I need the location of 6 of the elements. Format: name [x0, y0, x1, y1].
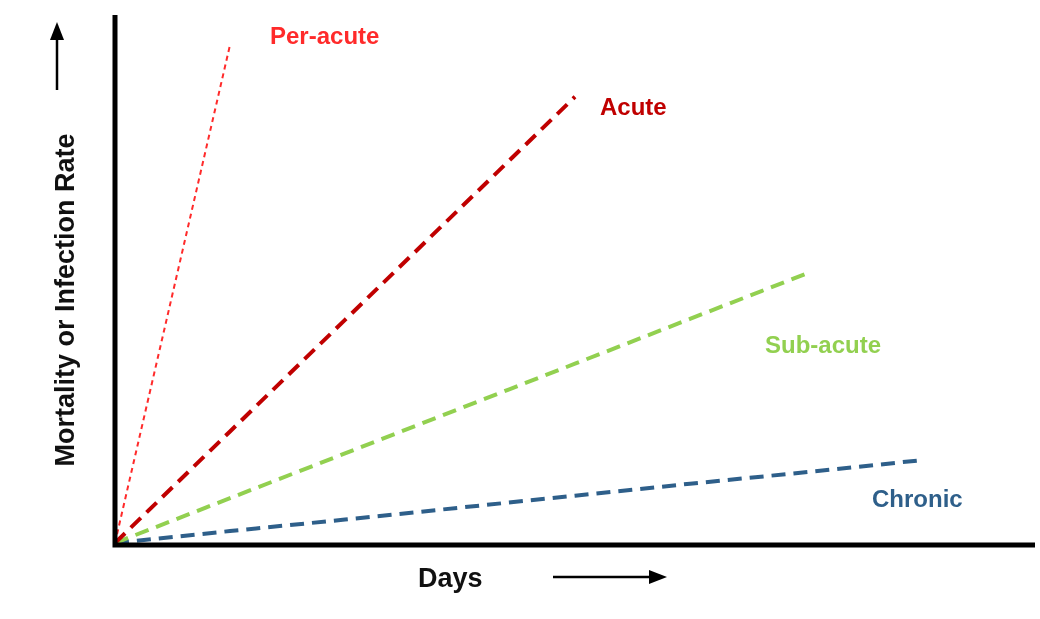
series-label: Per-acute	[270, 21, 380, 49]
series-label: Sub-acute	[765, 330, 882, 358]
y-axis-title: Mortality or Infection Rate	[49, 133, 81, 467]
series-label: Acute	[600, 93, 667, 121]
series-label: Chronic	[872, 484, 963, 512]
x-axis-title: Days	[418, 563, 483, 594]
